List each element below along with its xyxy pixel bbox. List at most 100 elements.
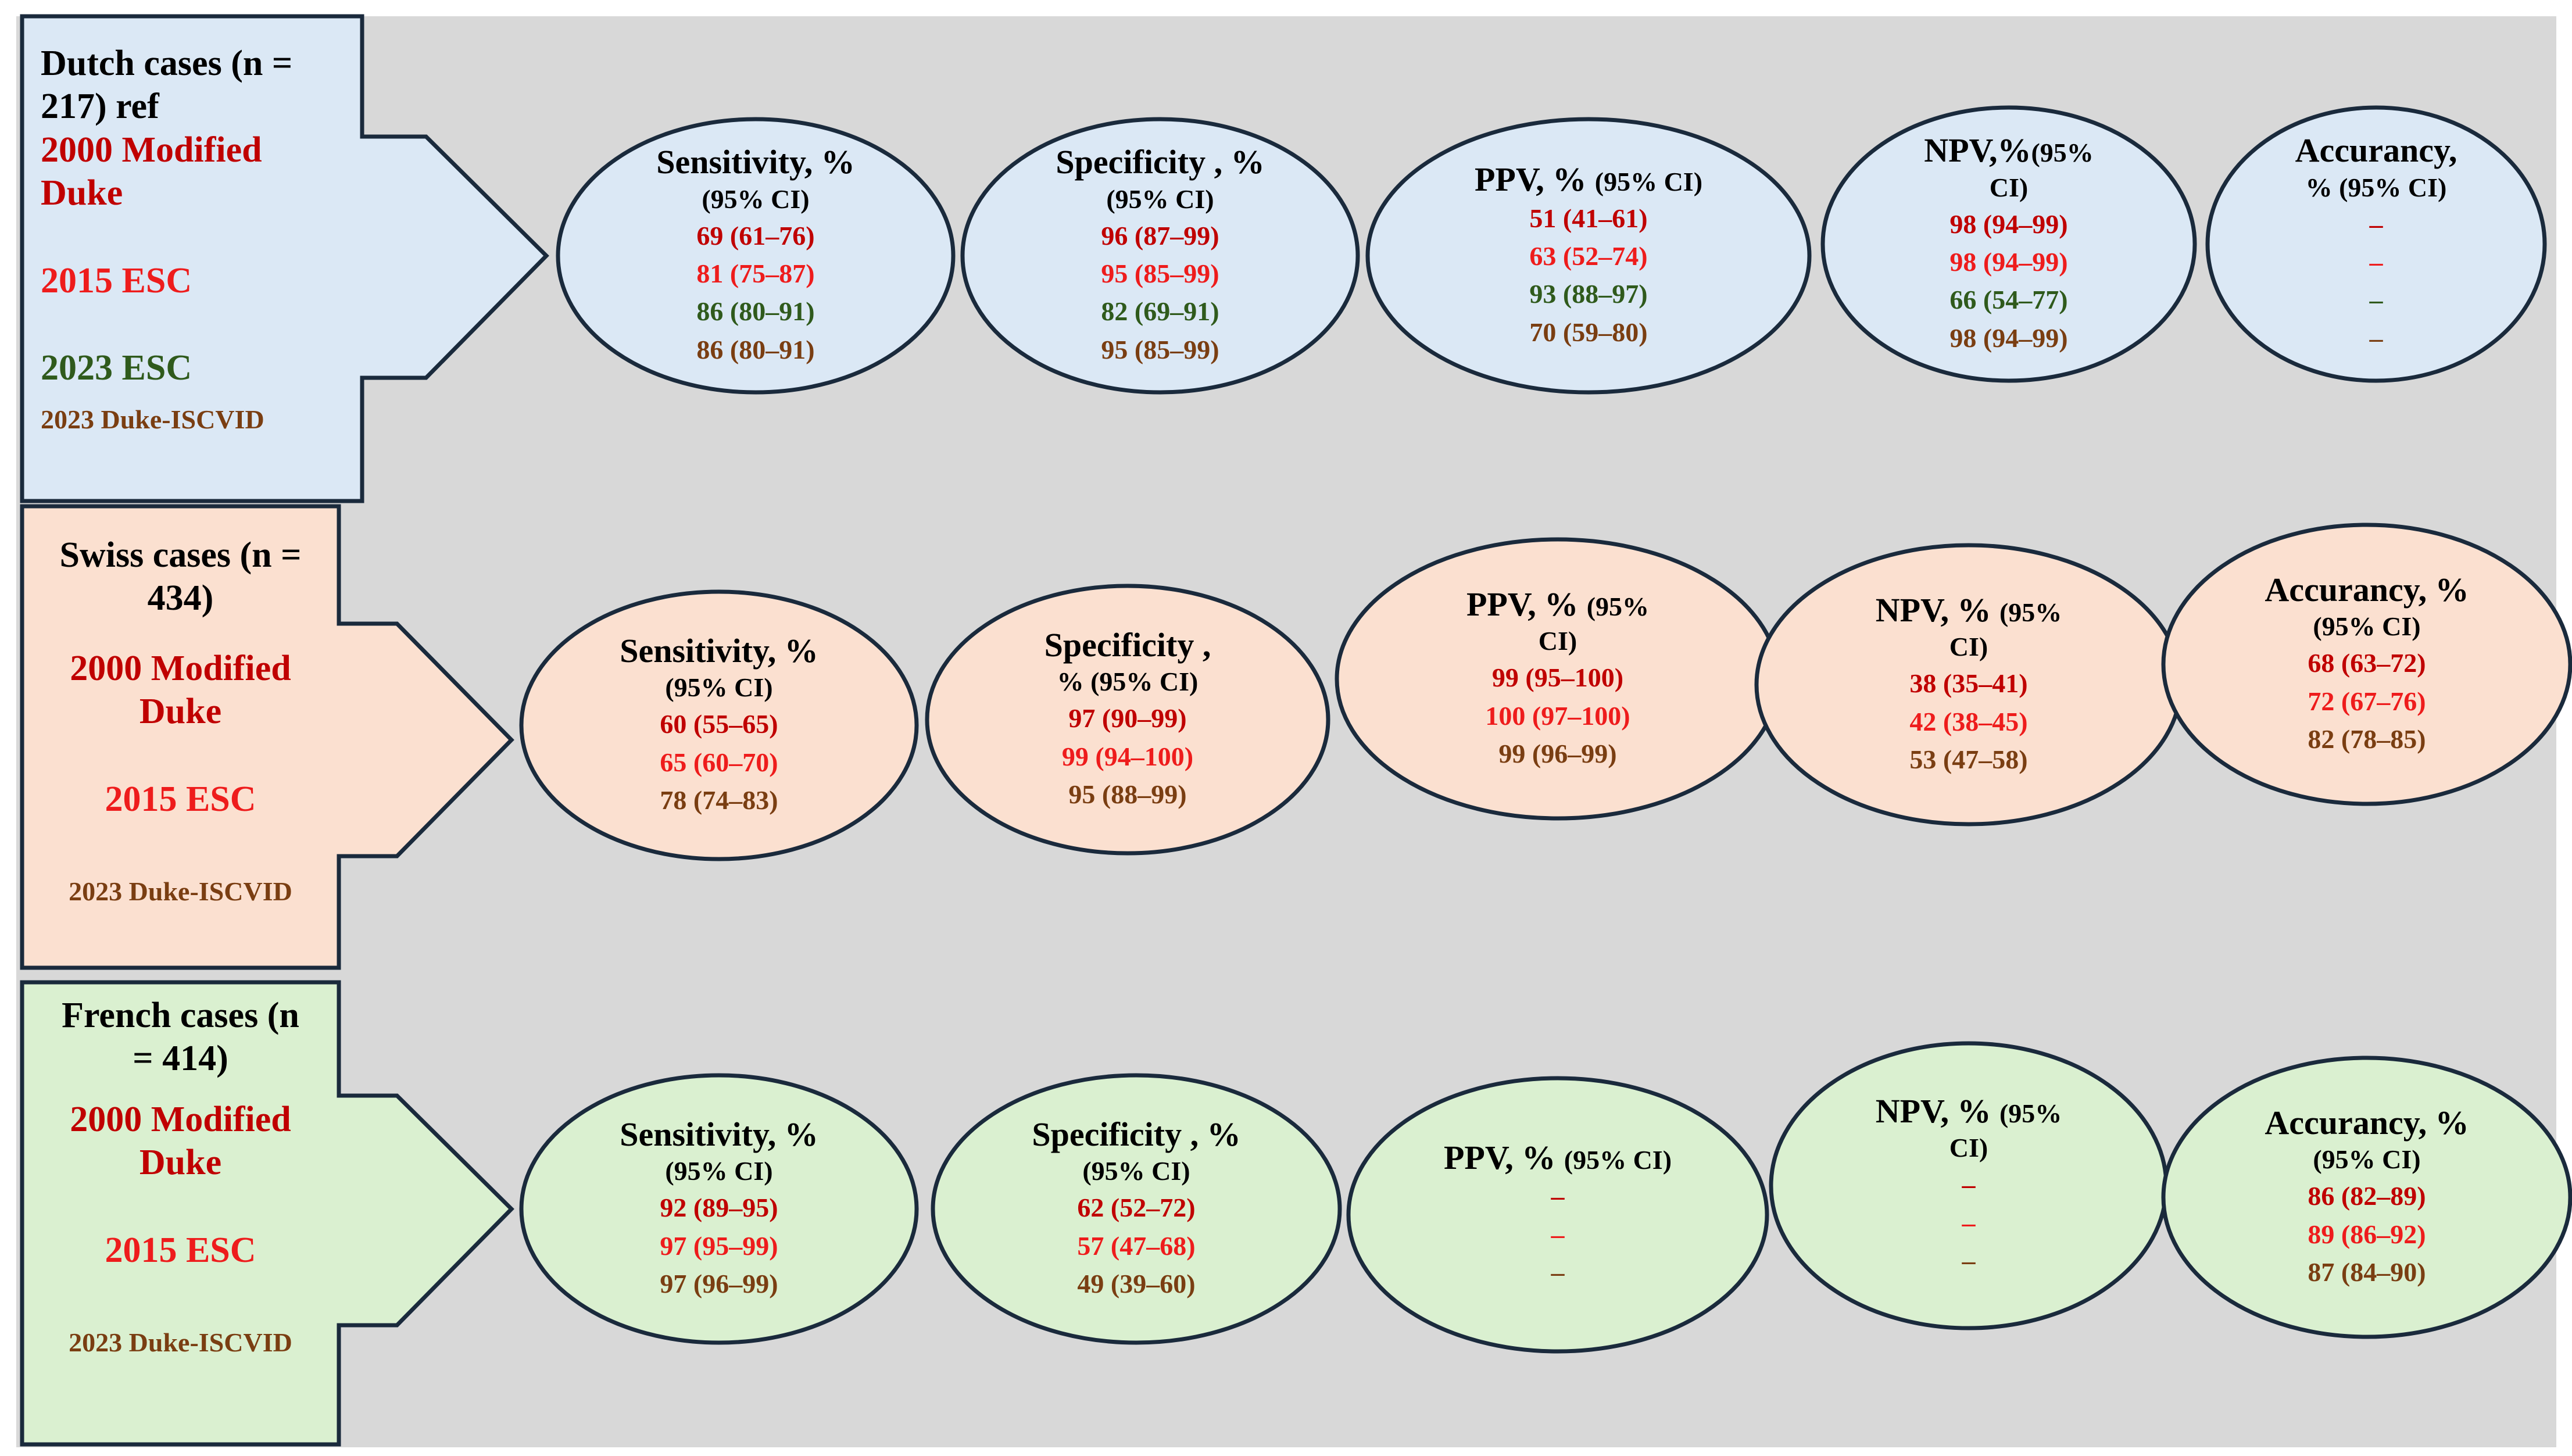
dutch-ppv-2000: 51 (41–61) <box>1529 203 1648 233</box>
dutch-crit-2000-line1: 2000 Modified <box>41 130 262 170</box>
dutch-sens-ci: (95% CI) <box>702 184 810 214</box>
dutch-npv: NPV,%(95% CI) 98 (94–99) 98 (94–99) 66 (… <box>1823 108 2195 381</box>
french-row: French cases (n = 414) 2000 Modified Duk… <box>0 971 2572 1450</box>
dutch-acc-2015: – <box>2369 246 2383 277</box>
swiss-npv-ci-a: (95% <box>1999 597 2062 627</box>
swiss-acc-2023duke: 82 (78–85) <box>2308 724 2426 754</box>
swiss-sens-ci: (95% CI) <box>665 672 773 703</box>
swiss-sens-2015: 65 (60–70) <box>660 747 778 777</box>
swiss-acc-2015: 72 (67–76) <box>2308 686 2426 716</box>
dutch-spec-ellipse <box>960 117 1360 395</box>
swiss-arrow-shape <box>20 504 2572 970</box>
french-spec-2015: 57 (47–68) <box>1077 1230 1196 1261</box>
french-label: French cases (n = 414) 2000 Modified Duk… <box>28 994 333 1358</box>
dutch-sens-2000: 69 (61–76) <box>696 220 815 251</box>
french-ppv-title: PPV, % <box>1443 1138 1556 1176</box>
french-spec-ci: (95% CI) <box>1082 1156 1190 1186</box>
dutch-ppv-title-row: PPV, % (95% CI) <box>1475 160 1702 199</box>
french-arrow-outline <box>20 980 514 1447</box>
swiss-ppv-title-row: PPV, % (95% <box>1466 585 1649 624</box>
dutch-spec: Specificity , % (95% CI) 96 (87–99) 95 (… <box>963 119 1358 392</box>
dutch-spec-2015: 95 (85–99) <box>1101 258 1219 288</box>
swiss-sens-ellipse <box>519 589 919 861</box>
dutch-npv-2000: 98 (94–99) <box>1949 209 2068 239</box>
dutch-ppv: PPV, % (95% CI) 51 (41–61) 63 (52–74) 93… <box>1368 119 1809 392</box>
french-sens-2015: 97 (95–99) <box>660 1230 778 1261</box>
swiss-spec-ellipse <box>925 584 1330 856</box>
swiss-acc-ellipse <box>2161 523 2572 806</box>
swiss-acc: Accurancy, % (95% CI) 68 (63–72) 72 (67–… <box>2163 525 2570 804</box>
swiss-ppv-title: PPV, % <box>1466 585 1579 623</box>
french-crit-2015: 2015 ESC <box>105 1230 256 1270</box>
french-ppv: PPV, % (95% CI) – – – <box>1348 1078 1767 1351</box>
dutch-npv-title: NPV,% <box>1924 131 2031 170</box>
french-acc-title: Accurancy, % <box>2265 1103 2469 1142</box>
dutch-acc-2000: – <box>2369 209 2383 239</box>
swiss-sens-2000: 60 (55–65) <box>660 709 778 739</box>
dutch-npv-2015: 98 (94–99) <box>1949 246 2068 277</box>
dutch-npv-title-row: NPV,%(95% <box>1924 131 2094 170</box>
french-sens-2023duke: 97 (96–99) <box>660 1268 778 1298</box>
dutch-acc-ellipse <box>2205 105 2547 383</box>
swiss-spec-title: Specificity , <box>1044 625 1211 664</box>
dutch-ppv-title: PPV, % <box>1474 160 1587 199</box>
french-acc: Accurancy, % (95% CI) 86 (82–89) 89 (86–… <box>2163 1058 2570 1337</box>
dutch-sens-ellipse <box>556 117 956 395</box>
swiss-ppv-2023duke: 99 (96–99) <box>1498 738 1617 768</box>
swiss-npv-ci-b: CI) <box>1949 632 1988 662</box>
dutch-spec-2000: 96 (87–99) <box>1101 220 1219 251</box>
french-sens-ci: (95% CI) <box>665 1156 773 1186</box>
dutch-npv-2023duke: 98 (94–99) <box>1949 323 2068 353</box>
dutch-row: Dutch cases (n = 217) ref 2000 Modified … <box>0 0 2572 506</box>
swiss-spec-2000: 97 (90–99) <box>1068 703 1187 734</box>
dutch-ppv-2015: 63 (52–74) <box>1529 241 1648 271</box>
swiss-sens-title: Sensitivity, % <box>620 631 818 670</box>
swiss-ppv-ci-b: CI) <box>1538 626 1577 656</box>
french-ppv-title-row: PPV, % (95% CI) <box>1444 1139 1672 1178</box>
dutch-npv-ellipse <box>1820 105 2197 383</box>
dutch-npv-ci-a: (95% <box>2031 138 2094 168</box>
swiss-crit-2015: 2015 ESC <box>105 779 256 819</box>
swiss-spec-ci: % (95% CI) <box>1057 667 1199 697</box>
french-spec-ellipse <box>931 1073 1342 1345</box>
french-npv: NPV, % (95% CI) – – – <box>1771 1043 2166 1328</box>
french-sens-title: Sensitivity, % <box>620 1115 818 1153</box>
french-npv-2015: – <box>1962 1207 1976 1237</box>
dutch-acc-title: Accurancy, <box>2295 131 2457 170</box>
french-npv-ci-b: CI) <box>1949 1133 1988 1163</box>
dutch-ppv-2023esc: 93 (88–97) <box>1529 279 1648 309</box>
swiss-acc-title: Accurancy, % <box>2265 570 2469 609</box>
swiss-ppv-2000: 99 (95–100) <box>1491 663 1624 693</box>
french-ppv-2015: – <box>1551 1219 1565 1249</box>
dutch-label: Dutch cases (n = 217) ref 2000 Modified … <box>41 42 343 436</box>
french-sens: Sensitivity, % (95% CI) 92 (89–95) 97 (9… <box>521 1075 917 1343</box>
french-acc-2023duke: 87 (84–90) <box>2308 1257 2426 1287</box>
french-spec: Specificity , % (95% CI) 62 (52–72) 57 (… <box>933 1075 1340 1343</box>
dutch-crit-2023duke: 2023 Duke-ISCVID <box>41 405 264 435</box>
swiss-ppv-ci-a: (95% <box>1586 591 1650 621</box>
swiss-sens-2023duke: 78 (74–83) <box>660 785 778 815</box>
swiss-npv-title-row: NPV, % (95% <box>1876 591 2062 630</box>
dutch-spec-title: Specificity , % <box>1056 143 1265 181</box>
swiss-crit-2023duke: 2023 Duke-ISCVID <box>69 876 292 906</box>
dutch-npv-ci-b: CI) <box>1989 172 2029 202</box>
french-title-line2: = 414) <box>133 1039 228 1079</box>
swiss-acc-ci: (95% CI) <box>2313 611 2421 642</box>
french-sens-2000: 92 (89–95) <box>660 1193 778 1223</box>
french-spec-2023duke: 49 (39–60) <box>1077 1268 1196 1298</box>
dutch-sens: Sensitivity, % (95% CI) 69 (61–76) 81 (7… <box>558 119 953 392</box>
swiss-npv-2000: 38 (35–41) <box>1909 668 2028 699</box>
french-crit-2000-line2: Duke <box>139 1143 222 1183</box>
french-npv-2000: – <box>1962 1169 1976 1200</box>
swiss-label: Swiss cases (n = 434) 2000 Modified Duke… <box>28 534 333 907</box>
french-acc-2015: 89 (86–92) <box>2308 1219 2426 1249</box>
dutch-ppv-ci: (95% CI) <box>1594 167 1703 197</box>
swiss-arrow-outline <box>20 504 514 970</box>
swiss-npv: NPV, % (95% CI) 38 (35–41) 42 (38–45) 53… <box>1757 545 2181 824</box>
french-npv-ci-a: (95% <box>1999 1098 2062 1128</box>
french-crit-2023duke: 2023 Duke-ISCVID <box>69 1327 292 1357</box>
french-acc-2000: 86 (82–89) <box>2308 1181 2426 1211</box>
swiss-title-line2: 434) <box>147 578 214 618</box>
dutch-crit-2023esc: 2023 ESC <box>41 348 192 388</box>
dutch-spec-2023duke: 95 (85–99) <box>1101 334 1219 364</box>
